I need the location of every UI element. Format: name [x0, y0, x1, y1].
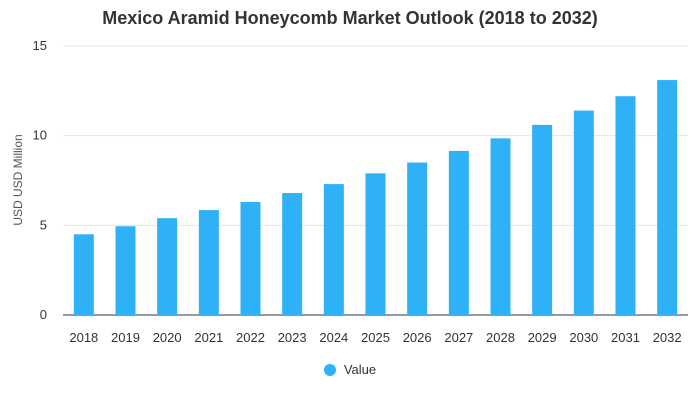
- bar-2031[interactable]: [615, 96, 636, 315]
- x-tick-label: 2023: [278, 330, 307, 345]
- x-tick-label: 2024: [319, 330, 348, 345]
- x-tick-label: 2021: [194, 330, 223, 345]
- bar-2023[interactable]: [282, 193, 303, 315]
- x-tick-label: 2019: [111, 330, 140, 345]
- x-axis-ticks: 2018 2019 2020 2021 2022 2023 2024 2025 2026 2027…: [69, 330, 681, 345]
- legend: Value: [0, 362, 700, 377]
- y-tick-label: 0: [40, 307, 47, 322]
- x-tick-label: 2026: [403, 330, 432, 345]
- x-tick-label: 2025: [361, 330, 390, 345]
- legend-label[interactable]: Value: [343, 362, 377, 377]
- x-tick-label: 2022: [236, 330, 265, 345]
- bar-2028[interactable]: [490, 138, 511, 315]
- y-tick-label: 15: [33, 38, 47, 53]
- bar-2026[interactable]: [407, 162, 428, 315]
- y-axis-ticks: 0 5 10 15: [33, 38, 47, 322]
- y-tick-label: 5: [40, 217, 47, 232]
- legend-swatch[interactable]: [323, 364, 336, 376]
- bar-2027[interactable]: [448, 150, 469, 315]
- bars: [73, 80, 678, 315]
- bar-2024[interactable]: [323, 184, 344, 315]
- x-tick-label: 2030: [569, 330, 598, 345]
- y-axis-label: USD USD Million: [11, 134, 25, 225]
- bar-2032[interactable]: [657, 80, 678, 315]
- x-tick-label: 2027: [444, 330, 473, 345]
- bar-2019[interactable]: [115, 226, 136, 315]
- bar-2030[interactable]: [573, 110, 594, 315]
- bar-2029[interactable]: [532, 124, 553, 315]
- bar-2025[interactable]: [365, 173, 386, 315]
- x-tick-label: 2029: [528, 330, 557, 345]
- bar-2018[interactable]: [73, 234, 94, 315]
- x-tick-label: 2032: [653, 330, 682, 345]
- x-tick-label: 2020: [153, 330, 182, 345]
- x-tick-label: 2031: [611, 330, 640, 345]
- chart-title: Mexico Aramid Honeycomb Market Outlook (…: [102, 8, 598, 28]
- y-tick-label: 10: [33, 128, 47, 143]
- bar-2021[interactable]: [198, 210, 219, 315]
- x-tick-label: 2018: [69, 330, 98, 345]
- bar-2020[interactable]: [157, 218, 178, 315]
- x-tick-label: 2028: [486, 330, 515, 345]
- bar-2022[interactable]: [240, 202, 261, 315]
